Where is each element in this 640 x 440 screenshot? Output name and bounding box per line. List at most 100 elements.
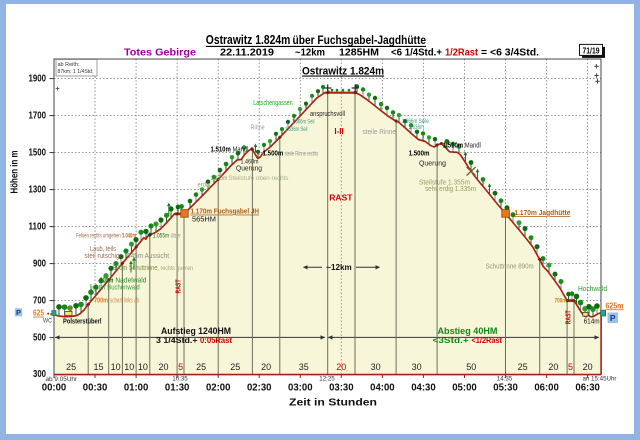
svg-text:steil rutschig: steil rutschig	[85, 253, 120, 260]
svg-text:700m: 700m	[555, 298, 567, 305]
svg-text:Querung: Querung	[419, 160, 446, 167]
svg-text:Ostrawitz 1.824m: Ostrawitz 1.824m	[206, 32, 290, 47]
svg-text:1.355m Steilstufe oben rechts: 1.355m Steilstufe oben rechts	[211, 175, 289, 182]
svg-text:1/2Rast: 1/2Rast	[445, 47, 479, 58]
svg-text:10:35: 10:35	[172, 376, 188, 383]
svg-text:22.11.2019: 22.11.2019	[220, 47, 274, 58]
svg-text:1.500m steile Rinne rechts: 1.500m steile Rinne rechts	[263, 149, 319, 158]
svg-text:1.055m über: 1.055m über	[153, 232, 182, 239]
svg-text:700: 700	[33, 296, 46, 307]
svg-text:Querung: Querung	[236, 166, 262, 173]
svg-text:30: 30	[412, 362, 422, 372]
svg-text:anspruchsvoll: anspruchsvoll	[310, 111, 345, 118]
svg-text:1500: 1500	[29, 148, 47, 159]
svg-text:Ostrawitz 1.824m: Ostrawitz 1.824m	[302, 66, 384, 78]
svg-text:ab Reith:: ab Reith:	[58, 62, 80, 68]
svg-text:945m Aussicht: 945m Aussicht	[127, 253, 169, 260]
svg-text:5: 5	[178, 362, 183, 372]
svg-text:565HM: 565HM	[192, 217, 216, 224]
svg-text:06:30: 06:30	[575, 382, 600, 394]
svg-text:lichter Buchenwald: lichter Buchenwald	[90, 285, 140, 292]
svg-text:Polsterstüberl: Polsterstüberl	[63, 316, 102, 325]
svg-text:P: P	[610, 313, 616, 323]
svg-text:15: 15	[93, 362, 103, 372]
svg-text:10: 10	[138, 362, 148, 372]
svg-text:~12km: ~12km	[295, 47, 325, 58]
svg-text:Felsen rechts umgehen 1.040m: Felsen rechts umgehen 1.040m	[76, 233, 136, 240]
svg-text:1.460m: 1.460m	[241, 159, 259, 166]
svg-text:RAST: RAST	[176, 279, 183, 294]
svg-text:~12km: ~12km	[326, 262, 352, 272]
svg-text:02:00: 02:00	[206, 382, 231, 394]
svg-text:steile Rinne: steile Rinne	[363, 129, 397, 136]
svg-text:500: 500	[33, 333, 46, 344]
svg-text:Latschengassen: Latschengassen	[253, 100, 293, 107]
svg-text:erdig: erdig	[198, 181, 211, 188]
svg-text:1.500m: 1.500m	[409, 149, 430, 158]
svg-text:RAST: RAST	[566, 310, 573, 325]
svg-text:Zeit in Stunden: Zeit in Stunden	[289, 397, 377, 409]
svg-text:RAST: RAST	[329, 193, 353, 203]
svg-text:25: 25	[230, 362, 240, 372]
svg-text:04:00: 04:00	[370, 382, 395, 394]
svg-text:02:30: 02:30	[247, 382, 272, 394]
svg-text:1.170m Jagdhütte: 1.170m Jagdhütte	[514, 208, 570, 217]
svg-text:1300: 1300	[29, 185, 47, 196]
svg-text:an 15:45Uhr: an 15:45Uhr	[582, 376, 616, 383]
svg-text:1.636m: 1.636m	[409, 124, 424, 131]
svg-text:25: 25	[66, 362, 76, 372]
svg-text:890m Schuttrinne, rechts quere: 890m Schuttrinne, rechts queren	[113, 265, 193, 272]
svg-text:04:30: 04:30	[411, 382, 436, 394]
svg-text:1900: 1900	[29, 74, 47, 85]
svg-text:05:30: 05:30	[493, 382, 518, 394]
svg-text:00:30: 00:30	[83, 382, 108, 394]
svg-text:1.666m Seil: 1.666m Seil	[292, 119, 315, 126]
svg-text:01:00: 01:00	[124, 382, 149, 394]
svg-text:Höhen in m: Höhen in m	[10, 150, 21, 193]
svg-text:03:00: 03:00	[288, 382, 313, 394]
svg-text:06:00: 06:00	[534, 382, 559, 394]
svg-text:35: 35	[299, 362, 309, 372]
svg-text:Laub, teils: Laub, teils	[90, 246, 116, 253]
svg-text:30: 30	[371, 362, 381, 372]
svg-text:12:25: 12:25	[319, 376, 335, 383]
svg-text:Aufstieg 1240HM: Aufstieg 1240HM	[161, 326, 231, 336]
svg-text:<3Std.+ <1/2Rast: <3Std.+ <1/2Rast	[433, 335, 503, 345]
svg-text:Totes Gebirge: Totes Gebirge	[124, 46, 196, 58]
svg-text:1700: 1700	[29, 111, 47, 122]
svg-text:05:00: 05:00	[452, 382, 477, 394]
svg-text:10: 10	[111, 362, 121, 372]
svg-text:<6 1/4Std.+: <6 1/4Std.+	[391, 47, 442, 58]
svg-text:20: 20	[336, 362, 346, 372]
svg-text:71/19: 71/19	[583, 45, 600, 55]
svg-text:1.510m Mandl: 1.510m Mandl	[443, 143, 481, 150]
svg-text:03:30: 03:30	[329, 382, 354, 394]
svg-text:ab 9:05Uhr: ab 9:05Uhr	[46, 376, 78, 383]
svg-text:Rinne: Rinne	[251, 125, 265, 132]
svg-text:20: 20	[583, 362, 593, 372]
svg-text:1100: 1100	[29, 222, 47, 233]
svg-text:= <6 3/4Std.: = <6 3/4Std.	[481, 47, 539, 58]
svg-text:25: 25	[518, 362, 528, 372]
svg-text:über Fuchsgabel-Jagdhütte: über Fuchsgabel-Jagdhütte	[293, 33, 427, 47]
svg-text:20: 20	[158, 362, 168, 372]
svg-text:Hochwald: Hochwald	[578, 284, 607, 293]
svg-text:00:00: 00:00	[42, 382, 67, 394]
svg-text:1.666m Seile: 1.666m Seile	[402, 118, 429, 125]
svg-text:P: P	[16, 308, 21, 317]
svg-text:50: 50	[466, 362, 476, 372]
svg-text:25: 25	[196, 362, 206, 372]
svg-text:20: 20	[261, 362, 271, 372]
svg-text:I-II: I-II	[334, 127, 343, 136]
svg-text:Abstieg 40HM: Abstieg 40HM	[438, 326, 498, 336]
svg-text:01:30: 01:30	[165, 382, 190, 394]
svg-text:1285HM: 1285HM	[339, 47, 379, 58]
svg-text:1.636m Seil: 1.636m Seil	[285, 126, 308, 133]
svg-text:sehr erdig 1.335m: sehr erdig 1.335m	[425, 186, 476, 193]
svg-text:87km; 1 1/4Std.: 87km; 1 1/4Std.	[58, 69, 94, 75]
svg-text:3 1/4Std.+ 0:05Rast: 3 1/4Std.+ 0:05Rast	[156, 335, 232, 345]
svg-text:Steilstufe 1.355m: Steilstufe 1.355m	[419, 179, 470, 186]
svg-text:20: 20	[548, 362, 558, 372]
svg-text:1.170m Fuchsgabel JH: 1.170m Fuchsgabel JH	[191, 207, 260, 216]
